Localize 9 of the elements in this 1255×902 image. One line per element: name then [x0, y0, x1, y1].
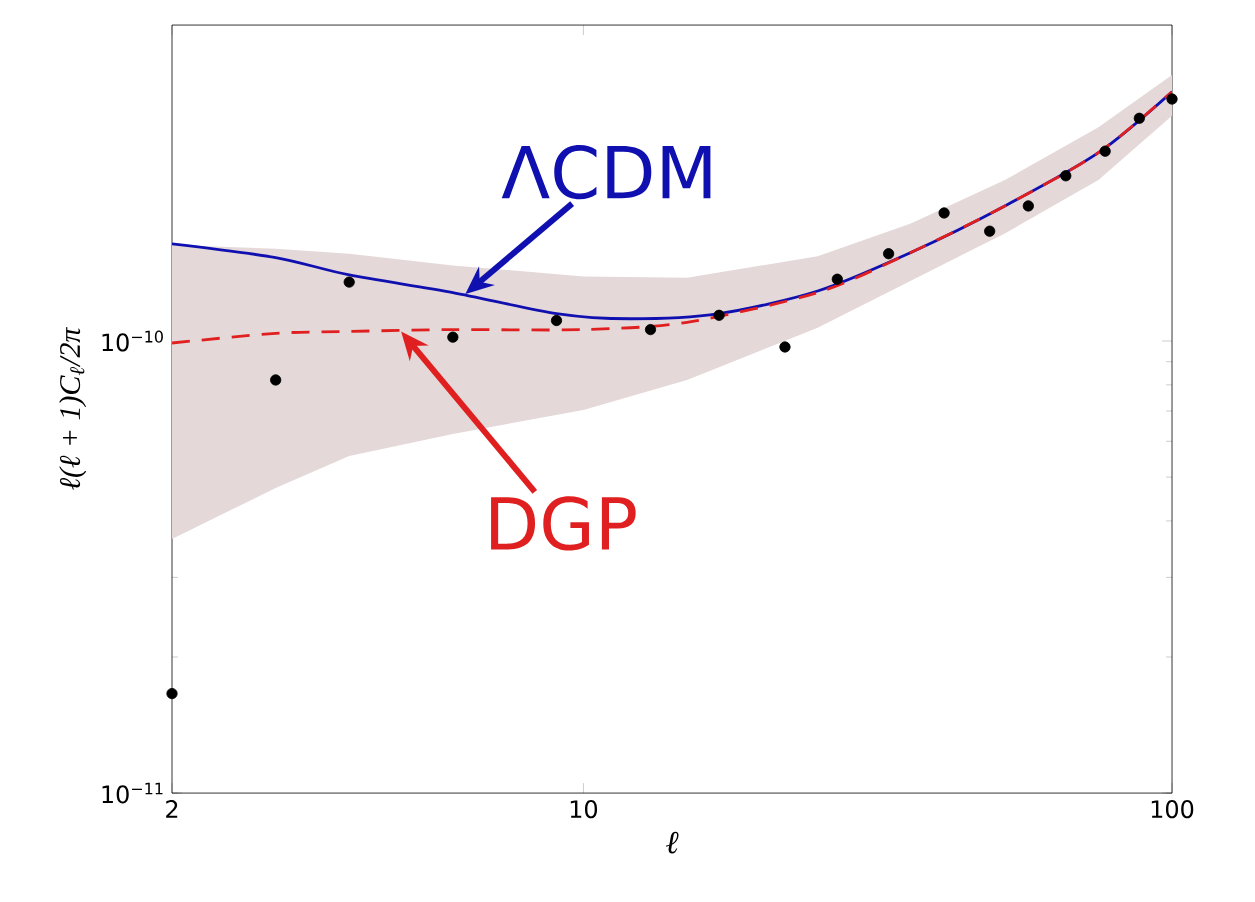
y-axis-title: ℓ(ℓ + 1)C$_{ℓ}$/2π	[59, 327, 87, 490]
x-axis-title: ℓ	[666, 831, 679, 854]
x-tick-label: 2	[166, 800, 178, 818]
annotation: DGP	[491, 496, 636, 551]
y-tick-label: 10$^{−11}$	[102, 782, 163, 804]
y-tick-label: 10$^{−10}$	[102, 330, 163, 352]
annotation: ΛCDM	[501, 144, 711, 200]
x-tick-label: 100	[1151, 800, 1194, 819]
x-tick-label: 10	[570, 800, 598, 819]
